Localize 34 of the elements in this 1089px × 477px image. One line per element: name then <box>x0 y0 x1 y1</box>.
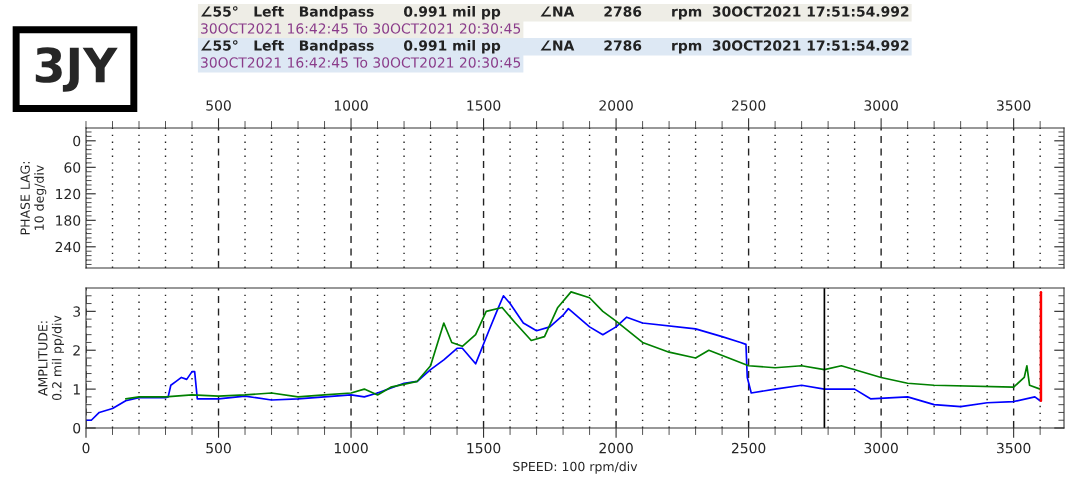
text: ∠55° Left Bandpass 0.991 mil pp ∠NA 2786 rpm 30OCT2021 17:51:54.992 <box>201 40 909 54</box>
y-tick-label: 0 <box>73 422 81 434</box>
y-tick-label: 3 <box>73 306 81 317</box>
text: 30OCT2021 16:42:45 To 30OCT2021 20:30:45 <box>201 57 521 68</box>
y-tick-label: 1 <box>73 384 80 395</box>
x-tick-label: 3500 <box>997 442 1031 454</box>
x-tick-label: 0 <box>82 442 90 454</box>
y-tick-label: 0 <box>73 135 81 147</box>
x-tick-label: 3000 <box>864 442 898 454</box>
y-tick-label: 2 <box>73 345 80 356</box>
x-tick-label: 2500 <box>731 100 766 111</box>
text: 3JY <box>35 47 118 92</box>
x-tick-label: 500 <box>206 442 231 454</box>
x-tick-label: 1000 <box>334 100 368 111</box>
y-axis-title: AMPLITUDE: 0.2 mil pp/div <box>38 315 64 401</box>
y-tick-label: 240 <box>55 241 81 253</box>
y-tick-label: 60 <box>64 162 81 173</box>
line-series <box>124 291 1041 400</box>
line-series <box>86 294 1041 422</box>
text: ∠55° Left Bandpass 0.991 mil pp ∠NA 2786 rpm 30OCT2021 17:51:54.992 <box>201 6 909 20</box>
y-tick-label: 120 <box>56 188 81 200</box>
y-tick-label: 180 <box>56 215 81 226</box>
x-tick-label: 1500 <box>467 442 501 454</box>
x-tick-label: 1000 <box>334 442 368 454</box>
x-tick-label: 2000 <box>599 442 633 454</box>
x-tick-label: 500 <box>206 100 231 111</box>
x-tick-label: 2500 <box>731 442 766 454</box>
y-axis-title: PHASE LAG: 10 deg/div <box>20 162 47 235</box>
x-axis-title: SPEED: 100 rpm/div <box>513 461 638 474</box>
x-tick-label: 3000 <box>864 100 898 111</box>
text: 30OCT2021 16:42:45 To 30OCT2021 20:30:45 <box>201 23 521 34</box>
x-tick-label: 1500 <box>467 100 501 111</box>
x-tick-label: 3500 <box>997 100 1031 111</box>
x-tick-label: 2000 <box>599 100 633 111</box>
